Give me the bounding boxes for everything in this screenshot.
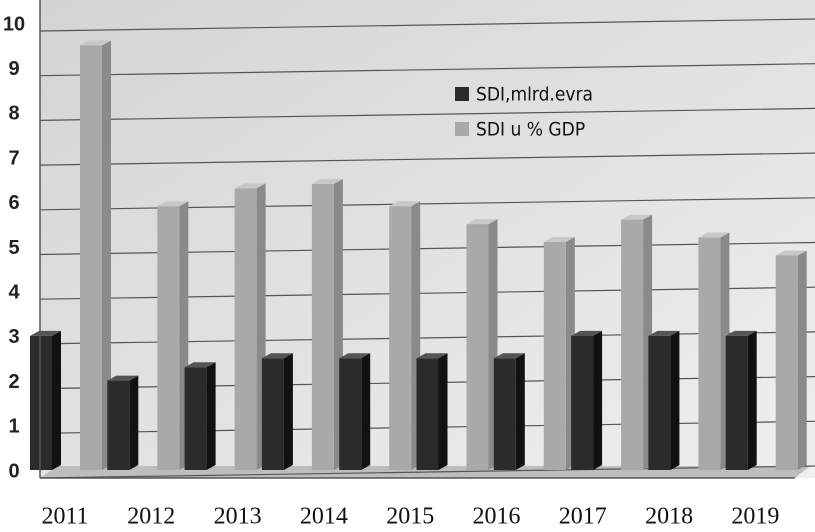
grid-line [39, 107, 815, 121]
y-tick-label: 10 [3, 13, 25, 35]
bar [184, 367, 207, 470]
x-tick-label: 2015 [386, 504, 434, 530]
bar [725, 335, 748, 470]
bar-top [80, 40, 111, 46]
bar-depth [797, 250, 807, 470]
bar-top [261, 353, 293, 359]
bar-top [493, 353, 525, 359]
x-tick-label: 2011 [41, 504, 88, 530]
y-tick-label: 0 [8, 460, 19, 482]
grid-line [39, 465, 815, 479]
bar-top [698, 232, 730, 238]
x-tick-label: 2012 [127, 504, 175, 530]
x-tick-label: 2019 [731, 504, 779, 530]
bar-top [339, 353, 371, 359]
bar-depth [206, 362, 216, 470]
bar-top [389, 201, 421, 207]
bar-depth [747, 330, 757, 470]
y-tick-label: 2 [8, 371, 19, 393]
bar-depth [670, 330, 680, 470]
grid-line [39, 18, 815, 32]
bar [107, 380, 130, 470]
bar-top [466, 219, 498, 225]
bar [775, 255, 798, 470]
bar-top [30, 330, 61, 336]
bar-top [107, 375, 139, 381]
bar-depth [438, 353, 448, 470]
bar-top [775, 250, 807, 256]
y-tick-label: 9 [8, 58, 19, 80]
y-tick-label: 4 [8, 281, 20, 303]
bar [157, 206, 180, 470]
bar-depth [102, 40, 111, 470]
bar [493, 358, 516, 470]
bar-depth [593, 330, 603, 470]
bar [80, 45, 102, 470]
bar-top [234, 183, 266, 189]
bar [698, 237, 721, 470]
grid-line [39, 63, 815, 77]
bar-top [311, 178, 343, 184]
bar [571, 335, 594, 470]
y-tick-label: 1 [8, 416, 19, 438]
x-tick-label: 2016 [473, 504, 521, 530]
bar-top [416, 353, 448, 359]
bar [30, 335, 52, 470]
bar-top [184, 362, 216, 368]
bar [339, 358, 362, 470]
bar [234, 188, 257, 470]
bar [466, 224, 489, 470]
bar-depth [129, 375, 139, 470]
x-tick-label: 2013 [214, 504, 262, 530]
bar [648, 335, 671, 470]
x-tick-label: 2018 [645, 504, 693, 530]
bar [311, 183, 334, 471]
y-tick-label: 8 [8, 103, 19, 125]
y-tick-label: 3 [8, 326, 19, 348]
bar [543, 242, 566, 470]
bar-depth [283, 353, 293, 470]
bar [389, 206, 412, 470]
legend-swatch [455, 87, 469, 101]
bar [416, 358, 439, 470]
legend-label: SDI,mlrd.evra [476, 84, 593, 106]
bar-top [725, 330, 757, 336]
bar-top [648, 330, 680, 336]
legend-label: SDI u % GDP [476, 119, 585, 141]
legend-swatch [455, 122, 469, 136]
bar-top [621, 214, 653, 220]
bar-top [571, 330, 603, 336]
x-tick-label: 2014 [300, 504, 348, 530]
y-tick-label: 6 [8, 192, 19, 214]
y-tick-label: 5 [8, 237, 19, 259]
bar-depth [361, 353, 371, 470]
bar-top [543, 237, 575, 243]
bar [261, 358, 284, 470]
y-tick-label: 7 [8, 147, 19, 169]
bar-depth [515, 353, 525, 470]
bar-top [157, 201, 189, 207]
x-tick-label: 2017 [559, 504, 607, 530]
bar [621, 219, 644, 470]
grid-line [39, 152, 815, 166]
bar-depth [52, 330, 61, 470]
